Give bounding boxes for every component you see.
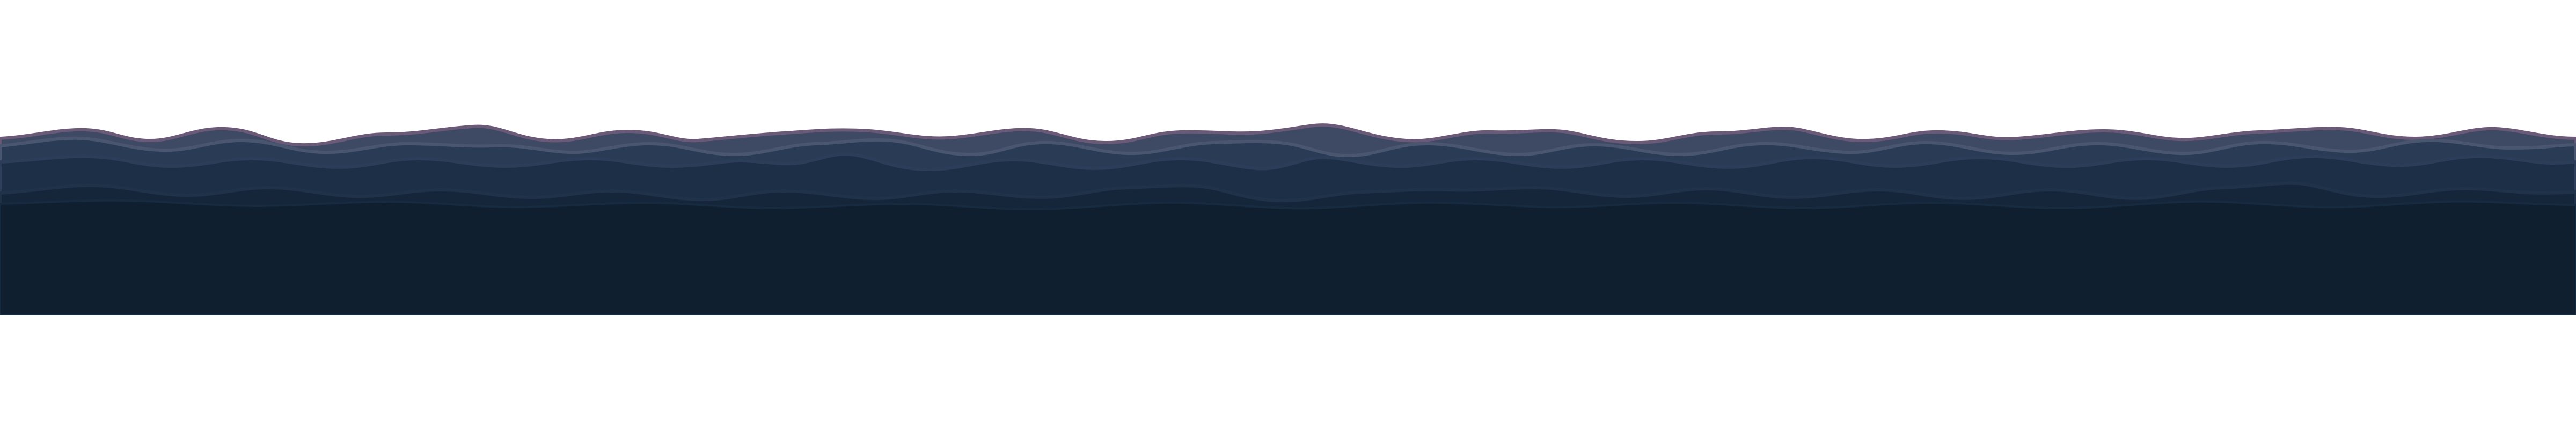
foreground-base-layer [0, 199, 2576, 316]
bottom-white-band [0, 315, 2576, 429]
